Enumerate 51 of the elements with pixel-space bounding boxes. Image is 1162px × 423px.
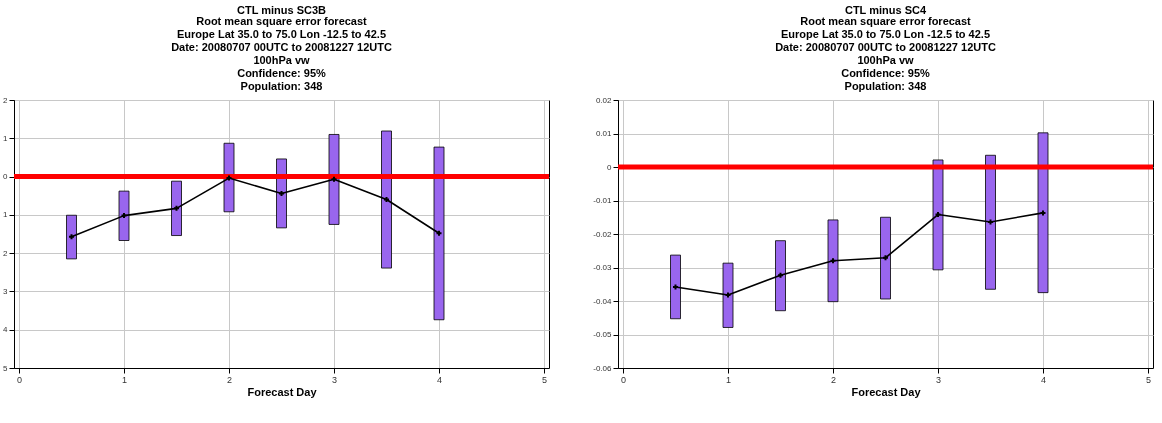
point	[725, 292, 731, 298]
y-tick-label: -0.03	[593, 263, 613, 272]
y-tick-label: 0.02	[595, 95, 613, 105]
chart-title: CTL minus SC4	[844, 4, 927, 16]
point	[174, 205, 179, 211]
x-tick-label: 2	[830, 374, 837, 385]
x-tick-label: 5	[541, 374, 548, 385]
point	[69, 234, 74, 240]
point	[436, 230, 442, 236]
point	[673, 284, 678, 290]
y-tick-label: -0.05	[593, 330, 613, 339]
x-tick-label: 0	[16, 374, 23, 385]
y-tick-label: 0	[607, 162, 613, 172]
point	[331, 176, 337, 182]
y-tick-label: 1	[3, 133, 9, 143]
point	[279, 190, 284, 196]
y-tick-label: -0.06	[593, 363, 613, 373]
y-tick-label: 3	[3, 286, 9, 296]
y-tick-label: -0.01	[593, 196, 613, 205]
chart-subtitle: Root mean square error forecast Europe Lat 35.0 to 75.0 Lon -12.5 to 42.5 Date: 20080707 00UTC to 20081227 12UTC 100hPa vw Confidence: 95% Population: 348	[775, 15, 996, 92]
x-tick-label: 2	[226, 374, 233, 385]
point	[935, 212, 941, 218]
y-tick-label: 1	[3, 210, 9, 220]
y-tick-label: -0.02	[593, 229, 613, 239]
x-tick-label: 0	[620, 374, 627, 385]
point	[883, 255, 888, 261]
x-tick-label: 4	[1040, 374, 1047, 385]
x-axis-title: Forecast Day	[247, 385, 318, 398]
point	[830, 258, 836, 264]
point	[988, 219, 993, 225]
y-tick-label: 0.01	[595, 129, 613, 138]
y-tick-label: 2	[3, 248, 9, 258]
point	[1040, 210, 1046, 216]
x-tick-label: 4	[436, 374, 443, 385]
y-tick-label: -0.04	[593, 296, 613, 306]
chart-subtitle: Root mean square error forecast Europe Lat 35.0 to 75.0 Lon -12.5 to 42.5 Date: 20080707 00UTC to 20081227 12UTC 100hPa vw Confidence: 95% Population: 348	[171, 15, 392, 92]
y-tick-label: 0	[3, 172, 9, 182]
point	[226, 175, 232, 181]
x-tick-label: 1	[725, 374, 732, 385]
x-axis-title: Forecast Day	[851, 385, 922, 398]
x-tick-label: 3	[935, 374, 942, 385]
x-tick-label: 3	[331, 374, 338, 385]
chart-title: CTL minus SC3B	[236, 4, 327, 16]
y-tick-label: 5	[3, 363, 9, 373]
point	[121, 213, 127, 219]
y-tick-label: 2	[3, 95, 9, 105]
x-tick-label: 5	[1145, 374, 1152, 385]
x-tick-label: 1	[121, 374, 128, 385]
point	[384, 197, 389, 203]
y-tick-label: 4	[3, 325, 9, 335]
point	[778, 272, 783, 278]
